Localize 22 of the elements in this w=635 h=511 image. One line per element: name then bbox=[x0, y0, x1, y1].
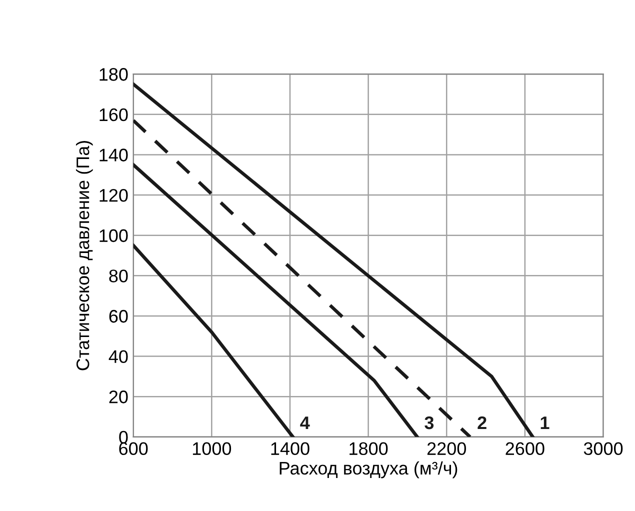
series-label: 2 bbox=[478, 416, 486, 429]
y-tick-label: 100 bbox=[100, 229, 128, 242]
y-tick-label: 160 bbox=[100, 108, 128, 122]
y-tick-label: 180 bbox=[100, 68, 128, 81]
series-label: 1 bbox=[540, 416, 550, 429]
x-axis-title: Расход воздуха (м³/ч) bbox=[280, 461, 458, 478]
y-tick-label: 60 bbox=[109, 310, 128, 323]
y-tick-label: 80 bbox=[109, 270, 128, 282]
x-tick-label: 600 bbox=[119, 442, 148, 456]
x-tick-label: 2200 bbox=[427, 442, 466, 456]
y-tick-label: 20 bbox=[109, 390, 128, 404]
y-tick-label: 40 bbox=[108, 350, 128, 363]
y-tick-label: 120 bbox=[100, 188, 128, 202]
y-axis-title: Статическое давление (Па) bbox=[76, 140, 93, 370]
x-tick-label: 1800 bbox=[350, 442, 388, 456]
x-tick-label: 2600 bbox=[506, 442, 544, 456]
series-label: 3 bbox=[424, 416, 434, 430]
series-label: 4 bbox=[300, 416, 310, 429]
x-tick-label: 3000 bbox=[584, 442, 623, 456]
x-tick-label: 1000 bbox=[192, 442, 232, 456]
y-tick-label: 140 bbox=[100, 148, 128, 162]
x-tick-label: 1400 bbox=[271, 442, 310, 456]
